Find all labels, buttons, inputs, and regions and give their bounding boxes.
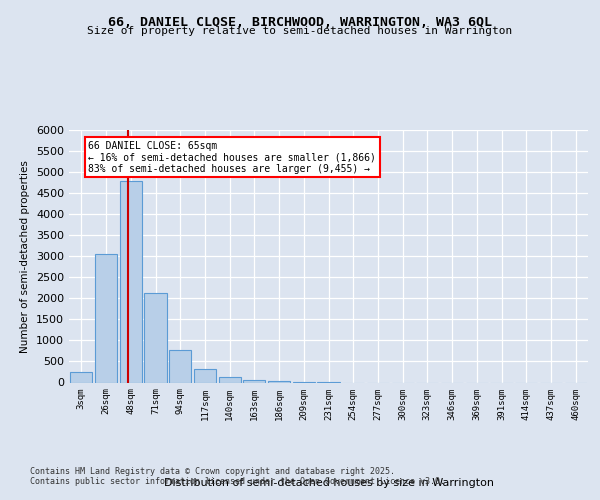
X-axis label: Distribution of semi-detached houses by size in Warrington: Distribution of semi-detached houses by … <box>163 478 493 488</box>
Text: 66 DANIEL CLOSE: 65sqm
← 16% of semi-detached houses are smaller (1,866)
83% of : 66 DANIEL CLOSE: 65sqm ← 16% of semi-det… <box>88 140 376 173</box>
Bar <box>169 350 191 382</box>
Text: 66, DANIEL CLOSE, BIRCHWOOD, WARRINGTON, WA3 6QL: 66, DANIEL CLOSE, BIRCHWOOD, WARRINGTON,… <box>108 16 492 29</box>
Text: Contains HM Land Registry data © Crown copyright and database right 2025.: Contains HM Land Registry data © Crown c… <box>30 467 395 476</box>
Bar <box>70 372 92 382</box>
Bar <box>243 380 265 382</box>
Bar <box>194 370 216 382</box>
Bar <box>218 377 241 382</box>
Y-axis label: Number of semi-detached properties: Number of semi-detached properties <box>20 160 31 352</box>
Bar <box>95 254 117 382</box>
Bar <box>268 381 290 382</box>
Text: Contains public sector information licensed under the Open Government Licence v3: Contains public sector information licen… <box>30 477 445 486</box>
Bar <box>145 294 167 382</box>
Bar <box>119 180 142 382</box>
Text: Size of property relative to semi-detached houses in Warrington: Size of property relative to semi-detach… <box>88 26 512 36</box>
